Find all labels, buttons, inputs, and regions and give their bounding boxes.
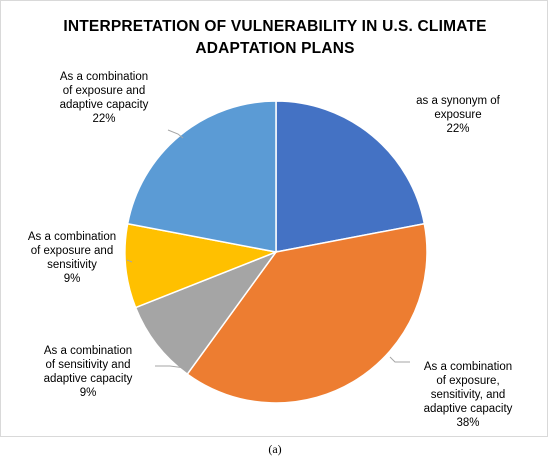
slice-value-label-4: 9% xyxy=(64,273,81,285)
slice-value-label-5: 22% xyxy=(92,113,115,125)
pie-slice-3 xyxy=(134,250,279,376)
pie-slice-1 xyxy=(275,100,426,253)
slice-category-label-4-line-1: As a combination xyxy=(28,231,116,243)
slice-label-2: As a combination of exposure, sensitivity,… xyxy=(424,361,513,429)
chart-title: INTERPRETATION OF VULNERABILITY IN U.S. … xyxy=(0,16,550,60)
slice-value-label-3: 9% xyxy=(80,387,97,399)
chart-title-line-2: ADAPTATION PLANS xyxy=(195,40,355,57)
slice-category-label-2-line-3: sensitivity, and xyxy=(431,389,506,401)
leader-line-3 xyxy=(155,365,186,369)
pie-chart: as a synonym of exposure 22%As a combinati… xyxy=(28,71,513,429)
slice-category-label-4-line-2: of exposure and xyxy=(31,245,113,257)
slice-category-label-3-line-3: adaptive capacity xyxy=(44,373,133,385)
slice-category-label-4-line-3: sensitivity xyxy=(47,259,97,271)
pie-slices xyxy=(124,100,428,404)
slice-category-label-5-line-3: adaptive capacity xyxy=(60,99,149,111)
pie-slice-4 xyxy=(124,222,279,309)
slice-category-label-2-line-1: As a combination xyxy=(424,361,512,373)
leader-lines xyxy=(126,129,410,369)
leader-line-4 xyxy=(126,259,133,263)
pie-slice-2 xyxy=(186,222,428,404)
slice-category-label-5-line-2: of exposure and xyxy=(63,85,145,97)
slice-category-label-1-line-2: exposure xyxy=(434,109,481,121)
slice-category-label-5-line-1: As a combination xyxy=(60,71,148,83)
slice-category-label-2-line-4: adaptive capacity xyxy=(424,403,513,415)
slice-category-label-3-line-2: of sensitivity and xyxy=(45,359,130,371)
leader-line-5 xyxy=(167,129,184,139)
slice-label-4: As a combination of exposure and sensitivi… xyxy=(28,231,116,285)
slice-labels: as a synonym of exposure 22%As a combinati… xyxy=(28,71,513,429)
slice-value-label-2: 38% xyxy=(456,417,479,429)
slice-category-label-3-line-1: As a combination xyxy=(44,345,132,357)
leader-line-2 xyxy=(389,356,410,363)
figure-caption: (a) xyxy=(268,442,282,456)
slice-value-label-1: 22% xyxy=(446,123,469,135)
slice-category-label-1-line-1: as a synonym of xyxy=(416,95,501,107)
slice-label-1: as a synonym of exposure 22% xyxy=(416,95,501,135)
slice-label-3: As a combination of sensitivity and adapti… xyxy=(44,345,133,399)
slice-category-label-2-line-2: of exposure, xyxy=(436,375,499,387)
chart-title-line-1: INTERPRETATION OF VULNERABILITY IN U.S. … xyxy=(63,18,487,35)
slice-label-5: As a combination of exposure and adaptive … xyxy=(60,71,149,125)
